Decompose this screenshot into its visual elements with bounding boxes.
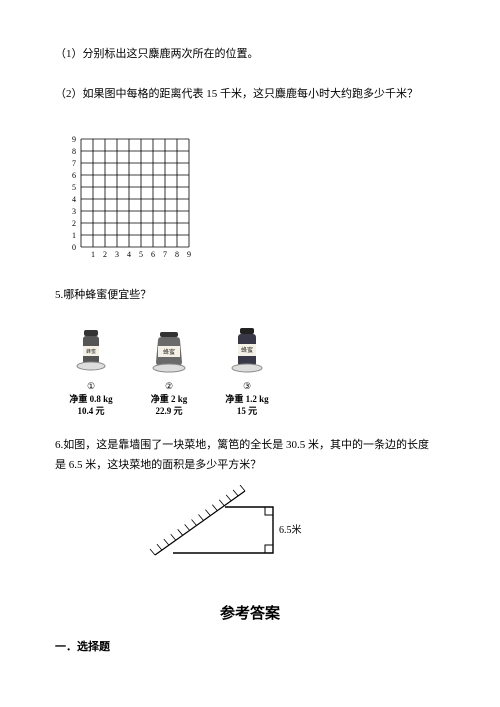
- svg-text:0: 0: [72, 243, 76, 252]
- honey-item-number: ②: [141, 378, 197, 394]
- svg-text:4: 4: [72, 195, 76, 204]
- svg-text:4: 4: [127, 250, 131, 259]
- svg-text:6.5米: 6.5米: [279, 523, 302, 536]
- svg-text:9: 9: [72, 135, 76, 144]
- grid-svg: 0123456789123456789: [67, 125, 195, 261]
- question-2: （2）如果图中每格的距离代表 15 千米，这只麋鹿每小时大约跑多少千米？: [55, 85, 445, 105]
- question-1: （1）分别标出这只麋鹿两次所在的位置。: [55, 45, 445, 65]
- honey-item-caption: 净重 1.2 kg15 元: [219, 394, 275, 417]
- honey-item-1: 蜂蜜 ①净重 0.8 kg10.4 元: [63, 326, 119, 418]
- fence-svg: 6.5米: [145, 485, 315, 575]
- svg-text:9: 9: [187, 250, 191, 259]
- honey-jar-icon: 蜂蜜: [71, 326, 111, 376]
- honey-item-number: ①: [63, 378, 119, 394]
- svg-text:3: 3: [115, 250, 119, 259]
- honey-item-caption: 净重 2 kg22.9 元: [141, 394, 197, 417]
- svg-text:蜂蜜: 蜂蜜: [163, 348, 175, 356]
- honey-item-caption: 净重 0.8 kg10.4 元: [63, 394, 119, 417]
- svg-text:3: 3: [72, 207, 76, 216]
- question-1-text: （1）分别标出这只麋鹿两次所在的位置。: [55, 45, 445, 65]
- question-5-text: 5.哪种蜂蜜便宜些？: [55, 286, 445, 306]
- question-6: 6.如图，这是靠墙围了一块菜地，篱笆的全长是 30.5 米，其中的一条边的长度 …: [55, 436, 445, 476]
- honey-jar-icon: 蜂蜜: [149, 326, 189, 376]
- question-2-text: （2）如果图中每格的距离代表 15 千米，这只麋鹿每小时大约跑多少千米？: [55, 85, 445, 105]
- svg-text:6: 6: [72, 171, 76, 180]
- question-5: 5.哪种蜂蜜便宜些？: [55, 286, 445, 306]
- svg-text:7: 7: [163, 250, 167, 259]
- section-choice: 一．选择题: [55, 638, 445, 658]
- honey-item-3: 蜂蜜 ③净重 1.2 kg15 元: [219, 326, 275, 418]
- svg-text:5: 5: [72, 183, 76, 192]
- svg-text:6: 6: [151, 250, 155, 259]
- svg-text:7: 7: [72, 159, 76, 168]
- honey-jar-icon: 蜂蜜: [227, 326, 267, 376]
- question-6-line2: 是 6.5 米，这块菜地的面积是多少平方米？: [55, 456, 445, 476]
- svg-text:1: 1: [91, 250, 95, 259]
- honey-item-number: ③: [219, 378, 275, 394]
- coordinate-grid: 0123456789123456789: [67, 125, 445, 269]
- question-6-line1: 6.如图，这是靠墙围了一块菜地，篱笆的全长是 30.5 米，其中的一条边的长度: [55, 436, 445, 456]
- svg-text:蜂蜜: 蜂蜜: [86, 348, 96, 355]
- svg-text:8: 8: [175, 250, 179, 259]
- fence-diagram: 6.5米: [145, 485, 445, 583]
- svg-text:蜂蜜: 蜂蜜: [241, 346, 253, 354]
- answers-title: 参考答案: [55, 601, 445, 628]
- svg-text:2: 2: [72, 219, 76, 228]
- svg-text:8: 8: [72, 147, 76, 156]
- svg-text:1: 1: [72, 231, 76, 240]
- honey-item-2: 蜂蜜 ②净重 2 kg22.9 元: [141, 326, 197, 418]
- svg-text:2: 2: [103, 250, 107, 259]
- svg-text:5: 5: [139, 250, 143, 259]
- honey-jars-row: 蜂蜜 ①净重 0.8 kg10.4 元 蜂蜜 ②净重 2 kg22.9 元 蜂蜜 ③净重 …: [63, 326, 445, 418]
